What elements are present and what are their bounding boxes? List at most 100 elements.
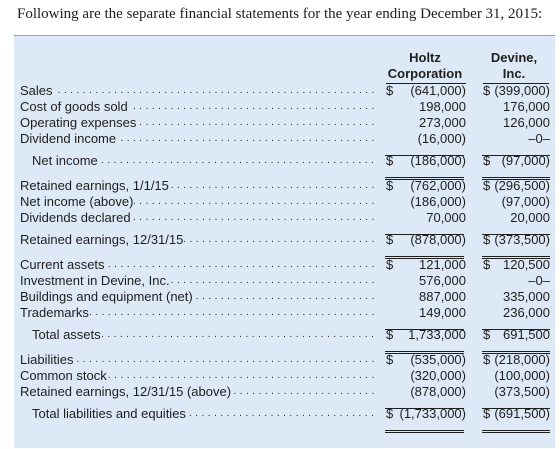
- leader-dots: ........................................…: [32, 329, 374, 340]
- leader-dots: ........................................…: [20, 234, 374, 245]
- holtz-header-line1: Holtz: [409, 50, 441, 65]
- devine-value: 236,000: [503, 305, 550, 320]
- holtz-value: (878,000): [410, 232, 466, 247]
- devine-header-line2: Inc.: [502, 66, 526, 81]
- subtotal-rule-devine: [482, 329, 550, 330]
- devine-value: (100,000): [494, 368, 550, 383]
- devine-header-line1: Devine,: [490, 50, 538, 65]
- total-rule-bottom-devine: [482, 353, 550, 354]
- row-label: Cost of goods sold: [20, 99, 129, 115]
- devine-value: (97,000): [501, 153, 550, 168]
- devine-value: (373,500): [494, 232, 550, 247]
- row-label: Retained earnings, 12/31/15: [20, 232, 185, 248]
- devine-header-rule: [483, 83, 549, 84]
- row-label: Trademarks: [20, 305, 90, 321]
- leader-dots: ........................................…: [20, 85, 374, 96]
- subtotal-rule-devine: [482, 234, 550, 235]
- leader-dots: ........................................…: [20, 370, 374, 381]
- devine-value: (373,500): [494, 384, 550, 399]
- devine-value: (296,500): [494, 178, 550, 193]
- devine-value: (97,000): [501, 194, 550, 209]
- total-rule-bottom-holtz: [385, 432, 464, 433]
- subtotal-rule-holtz: [385, 408, 464, 409]
- row-label: Total assets: [32, 327, 102, 343]
- row-label: Retained earnings, 12/31/15 (above): [20, 384, 233, 400]
- row-label: Retained earnings, 1/1/15: [20, 178, 170, 194]
- statement-row: ........................................…: [14, 99, 555, 115]
- holtz-currency: $: [386, 153, 394, 168]
- holtz-header-rule: [386, 83, 466, 84]
- holtz-currency: $: [386, 257, 394, 272]
- leader-dots: ........................................…: [20, 212, 374, 223]
- devine-currency: $: [483, 327, 491, 342]
- statement-row: ........................................…: [14, 210, 555, 226]
- holtz-value: (762,000): [410, 178, 466, 193]
- statement-row: ........................................…: [14, 115, 555, 131]
- subtotal-rule-holtz: [385, 234, 464, 235]
- devine-currency: $: [483, 83, 491, 98]
- holtz-currency: $: [386, 327, 394, 342]
- leader-dots: ........................................…: [32, 408, 374, 419]
- statement-row: ........................................…: [14, 289, 555, 305]
- holtz-value: 149,000: [419, 305, 466, 320]
- devine-currency: $: [483, 232, 491, 247]
- statement-row: ........................................…: [14, 327, 555, 343]
- devine-value: (218,000): [494, 352, 550, 367]
- total-rule-top-devine: [482, 177, 550, 178]
- leader-dots: ........................................…: [20, 275, 374, 286]
- total-rule-top-holtz: [385, 177, 464, 178]
- leader-dots: ........................................…: [20, 291, 374, 302]
- statement-row: ........................................…: [14, 384, 555, 400]
- statement-row: ........................................…: [14, 232, 555, 248]
- subtotal-rule-devine: [482, 408, 550, 409]
- holtz-currency: $: [386, 352, 394, 367]
- devine-value: 335,000: [503, 289, 550, 304]
- total-rule-bottom-devine: [482, 179, 550, 180]
- total-rule-bottom-holtz: [385, 258, 464, 259]
- statement-row: ........................................…: [14, 406, 555, 422]
- holtz-value: 887,000: [419, 289, 466, 304]
- total-rule-top-devine: [482, 430, 550, 431]
- leader-dots: ........................................…: [20, 354, 374, 365]
- statement-row: ........................................…: [14, 153, 555, 169]
- devine-currency: $: [483, 153, 491, 168]
- total-rule-top-devine: [482, 351, 550, 352]
- devine-value: 176,000: [503, 99, 550, 114]
- row-label: Dividend income: [20, 131, 118, 147]
- holtz-value: (878,000): [410, 384, 466, 399]
- total-rule-bottom-holtz: [385, 179, 464, 180]
- subtotal-rule-holtz: [385, 329, 464, 330]
- row-label: Current assets: [20, 257, 106, 273]
- total-rule-top-holtz: [385, 430, 464, 431]
- holtz-value: 121,000: [419, 257, 466, 272]
- holtz-value: (186,000): [410, 153, 466, 168]
- row-label: Operating expenses: [20, 115, 138, 131]
- holtz-currency: $: [386, 406, 394, 421]
- leader-dots: ........................................…: [32, 155, 374, 166]
- row-label: Investment in Devine, Inc.: [20, 273, 171, 289]
- holtz-value: 576,000: [419, 273, 466, 288]
- leader-dots: ........................................…: [20, 259, 374, 270]
- row-label: Dividends declared: [20, 210, 132, 226]
- subtotal-rule-devine: [482, 155, 550, 156]
- devine-header: Devine, Inc.: [478, 50, 550, 82]
- devine-value: 691,500: [503, 327, 550, 342]
- devine-currency: $: [483, 352, 491, 367]
- holtz-value: 273,000: [419, 115, 466, 130]
- total-rule-bottom-devine: [482, 432, 550, 433]
- devine-currency: $: [483, 406, 491, 421]
- holtz-currency: $: [386, 178, 394, 193]
- holtz-value: (641,000): [410, 83, 466, 98]
- holtz-currency: $: [386, 83, 394, 98]
- devine-value: 120,500: [503, 257, 550, 272]
- statement-row: ........................................…: [14, 273, 555, 289]
- holtz-value: (16,000): [417, 131, 466, 146]
- row-label: Liabilities: [20, 352, 75, 368]
- leader-dots: ........................................…: [20, 133, 374, 144]
- holtz-header-line2: Corporation: [387, 66, 463, 81]
- row-label: Net income (above): [20, 194, 135, 210]
- total-rule-bottom-devine: [482, 258, 550, 259]
- holtz-value: 1,733,000: [408, 327, 466, 342]
- statement-row: ........................................…: [14, 178, 555, 194]
- devine-value: –0–: [528, 273, 550, 288]
